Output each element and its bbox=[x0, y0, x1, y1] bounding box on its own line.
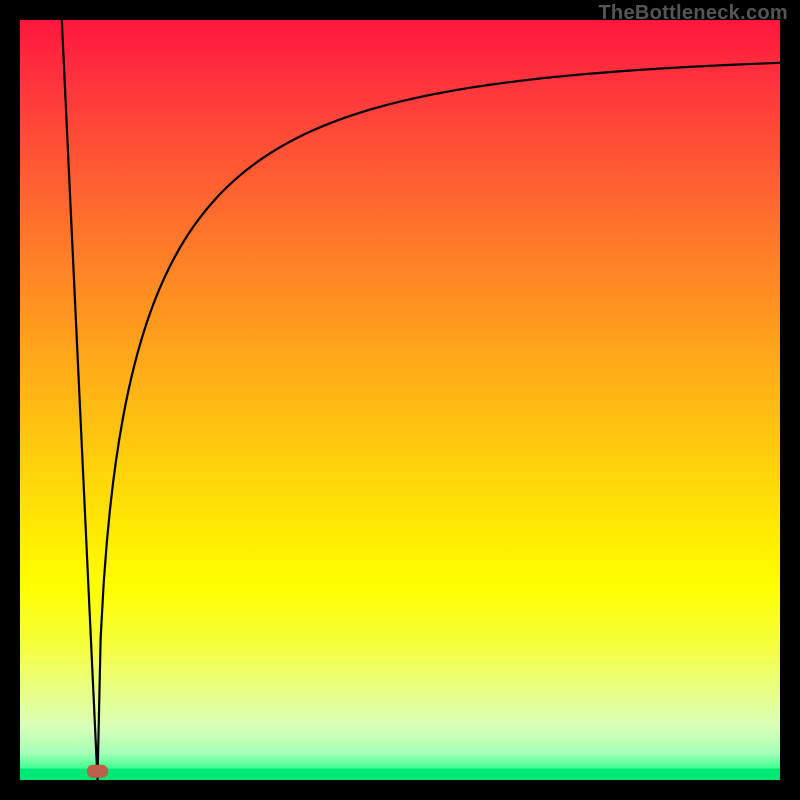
chart-bottom-stripe bbox=[20, 769, 780, 780]
dip-marker bbox=[87, 765, 108, 778]
chart-gradient-background bbox=[20, 20, 780, 780]
bottleneck-chart bbox=[20, 20, 780, 780]
attribution-label: TheBottleneck.com bbox=[598, 2, 788, 25]
